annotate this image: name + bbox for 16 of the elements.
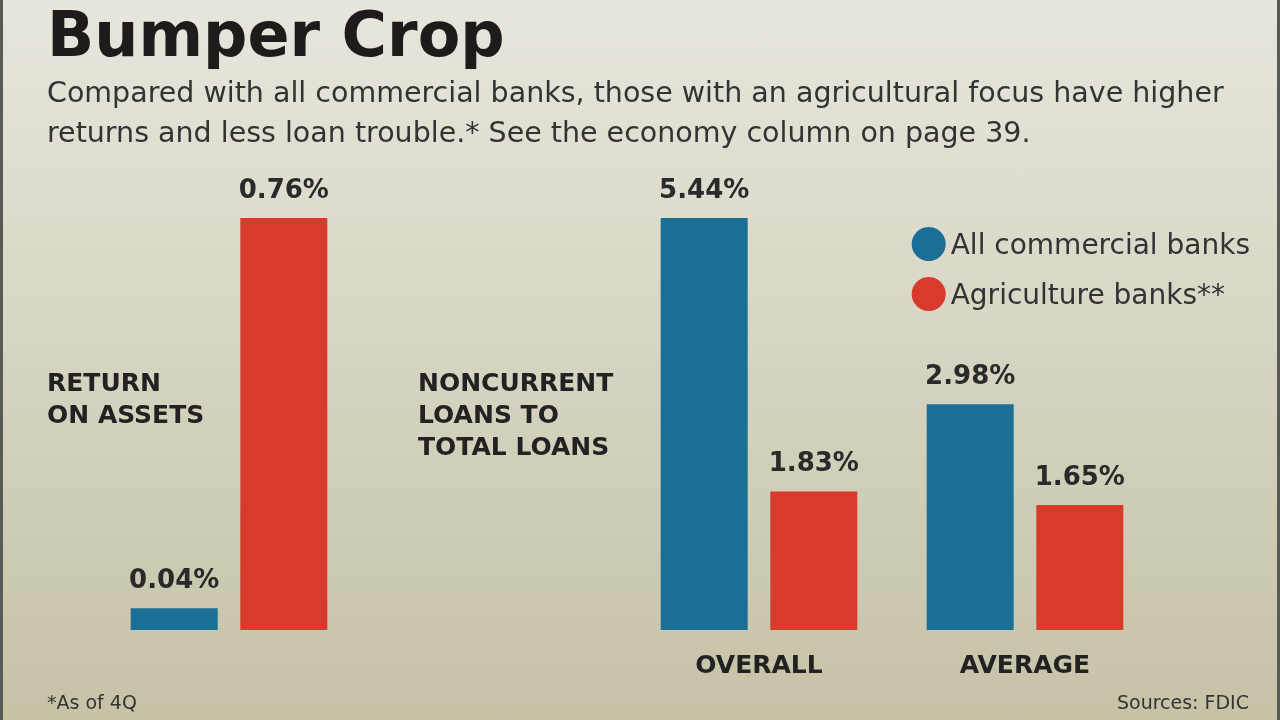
y-axis-title: RETURN ON ASSETS xyxy=(47,367,205,429)
x-tick-label: OVERALL xyxy=(695,650,823,679)
data-label: 5.44% xyxy=(659,174,750,204)
x-tick-label: AVERAGE xyxy=(959,650,1091,679)
data-label: 1.65% xyxy=(1034,461,1125,492)
source-note: Sources: FDIC xyxy=(1116,690,1249,714)
data-label: 0.76% xyxy=(238,174,329,204)
legend-label: All commercial banks xyxy=(950,227,1251,261)
data-label: 2.98% xyxy=(925,360,1016,391)
text: *As of 4Q xyxy=(47,690,137,714)
data-label: 0.04% xyxy=(129,564,220,595)
chart-title: Bumper Crop xyxy=(47,0,505,71)
text: Compared with all commercial banks, those with an agricultural focus have higher returns and less loan trouble.* See the economy column on page 39. xyxy=(47,75,1225,151)
legend-label: Agriculture banks** xyxy=(950,277,1226,311)
data-label: 1.83% xyxy=(768,447,859,478)
y-axis-title: NONCURRENT LOANS TO TOTAL LOANS xyxy=(418,367,614,461)
